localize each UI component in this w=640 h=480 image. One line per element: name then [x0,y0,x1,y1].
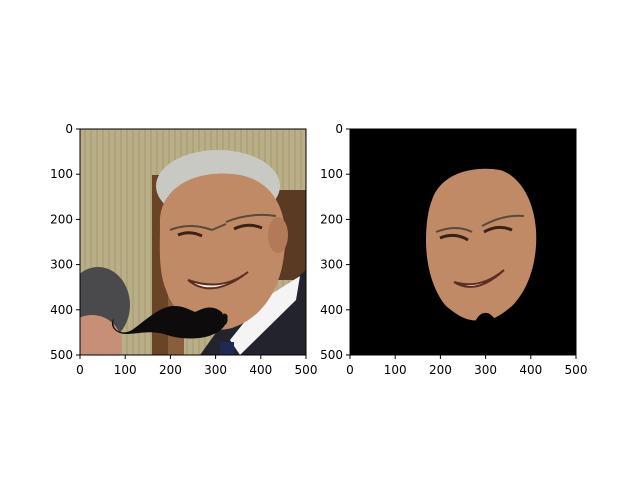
right-x-tick-label: 500 [565,363,588,377]
right-y-tick-label: 300 [320,258,343,272]
right-y-tick-label: 0 [335,122,343,136]
left-y-tick-label: 200 [50,212,73,226]
shirt-collar [230,276,300,355]
ear [268,217,288,253]
right-axes-frame [349,128,577,356]
right-x-tick-label: 300 [474,363,497,377]
face [159,173,286,330]
left-y-tick-label: 400 [50,303,73,317]
smile [187,271,249,290]
right-x-tick-label: 200 [429,363,452,377]
right-left-eye [439,233,469,242]
segmented-face [426,168,537,321]
left-x-tick-label: 200 [159,363,182,377]
mustache-curl [212,315,228,326]
left-y-tick-label: 300 [50,258,73,272]
right-y-tick-label: 100 [320,167,343,181]
right-x-tick-label: 400 [519,363,542,377]
right-glasses [435,214,525,233]
left-x-tick-label: 400 [249,363,272,377]
left-y-tick-label: 500 [50,348,73,362]
right-y-tick-label: 500 [320,348,343,362]
left-x-tick-label: 100 [114,363,137,377]
right-smile [453,269,505,288]
right-x-tick-label: 0 [346,363,354,377]
left-y-tick-label: 100 [50,167,73,181]
left-x-tick-label: 300 [204,363,227,377]
right-y-tick-label: 200 [320,212,343,226]
right-y-tick-label: 400 [320,303,343,317]
mustache-overlay [111,306,228,339]
right-x-tick-label: 100 [384,363,407,377]
side-person-face [80,315,122,355]
left-y-tick-label: 0 [65,122,73,136]
left-photo [80,129,306,355]
left-axes-frame [79,128,307,356]
right-eye [233,223,263,231]
tie [220,342,234,355]
right-photo [350,129,576,355]
left-eye [177,231,203,238]
right-right-eye [483,225,513,234]
left-x-tick-label: 500 [295,363,318,377]
left-x-tick-label: 0 [76,363,84,377]
glasses [169,213,277,231]
mustache-tip [476,312,498,330]
